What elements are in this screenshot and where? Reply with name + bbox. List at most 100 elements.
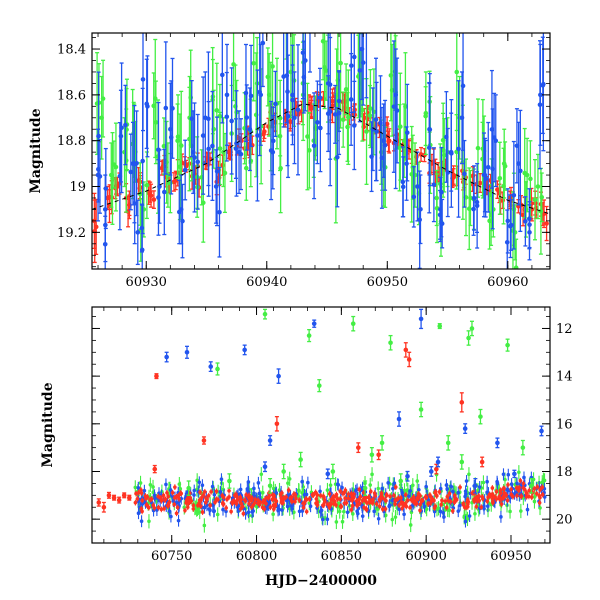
bottom-red-baseline-point <box>405 497 410 504</box>
bottom-red-point <box>356 442 361 454</box>
bottom-blue-baseline-point <box>300 475 304 488</box>
bottom-red-baseline-point <box>374 501 379 507</box>
bottom-red-baseline-point <box>206 492 211 499</box>
top-green-point <box>535 153 541 220</box>
bottom-blue-baseline-point <box>495 477 500 490</box>
bottom-red-baseline-point <box>270 496 275 503</box>
bottom-panel-y-axis-title: Magnitude <box>40 382 56 467</box>
bottom-green-point <box>437 323 443 330</box>
bottom-red-baseline-point <box>472 496 476 503</box>
bottom-red-baseline-point <box>349 506 354 513</box>
bottom-red-baseline-point <box>481 495 485 502</box>
bottom-red-baseline-point <box>220 492 225 499</box>
bottom-red-baseline-point <box>238 506 243 512</box>
bottom-blue-point <box>512 469 517 479</box>
top-blue-point <box>349 33 354 114</box>
top-blue-point <box>537 40 543 170</box>
bottom-red-baseline-point <box>315 492 320 498</box>
bottom-green-baseline-point <box>340 514 345 529</box>
top-blue-point <box>336 70 342 133</box>
bottom-blue-baseline-point <box>376 512 381 525</box>
bottom-red-baseline-point <box>304 508 309 515</box>
bottom-blue-point <box>311 319 317 328</box>
bottom-red-baseline-point <box>321 502 325 509</box>
bottom-red-baseline-point <box>527 493 531 500</box>
bottom-red-baseline-point <box>227 487 231 494</box>
bottom-red-baseline-point <box>377 503 382 510</box>
bottom-red-baseline-point <box>239 500 244 507</box>
bottom-blue-baseline-point <box>463 485 468 498</box>
top-blue-point <box>404 83 410 182</box>
top-blue-point <box>431 147 437 223</box>
bottom-blue-baseline-point <box>256 476 261 489</box>
bottom-red-baseline-point <box>293 498 297 505</box>
bottom-red-baseline-point <box>156 504 161 511</box>
bottom-red-baseline-point <box>358 493 363 500</box>
top-blue-point <box>456 80 461 218</box>
top-blue-point <box>284 33 290 124</box>
bottom-blue-baseline-point <box>169 510 173 523</box>
bottom-blue-baseline-point <box>449 480 453 493</box>
bottom-red-baseline-point <box>362 504 366 511</box>
bottom-red-baseline-point <box>490 485 495 491</box>
top-green-point <box>532 158 538 241</box>
bottom-red-baseline-point <box>357 500 362 507</box>
top-green-point <box>251 33 257 102</box>
bottom-blue-baseline-point <box>464 475 469 487</box>
bottom-green-baseline-point <box>393 510 398 525</box>
bottom-red-baseline-point <box>477 497 482 504</box>
bottom-red-baseline-point <box>328 500 333 507</box>
bottom-red-baseline-point <box>148 496 152 503</box>
top-blue-point <box>332 84 338 144</box>
bottom-blue-baseline-point <box>200 479 205 492</box>
top-red-point <box>151 190 157 210</box>
bottom-y-tick-label: 18 <box>556 465 573 480</box>
bottom-green-baseline-point <box>473 506 477 521</box>
bottom-red-baseline-point <box>435 492 439 499</box>
bottom-red-point <box>274 416 280 432</box>
top-green-point <box>466 167 472 251</box>
top-blue-point <box>292 71 297 165</box>
bottom-green-point <box>306 328 312 343</box>
bottom-red-baseline-point <box>170 489 175 496</box>
bottom-red-baseline-point <box>378 495 383 502</box>
top-blue-point <box>417 170 423 269</box>
bottom-red-point <box>479 456 485 468</box>
top-red-point <box>308 96 314 119</box>
bottom-blue-point <box>462 423 468 434</box>
top-blue-point <box>144 58 150 150</box>
top-blue-point <box>220 33 225 124</box>
bottom-red-baseline-point <box>450 508 455 514</box>
top-blue-point <box>236 110 242 195</box>
bottom-green-baseline-point <box>260 485 265 500</box>
bottom-green-point <box>459 454 465 470</box>
bottom-green-point <box>445 435 451 451</box>
bottom-red-baseline-point <box>267 493 271 500</box>
top-green-point <box>539 172 545 223</box>
bottom-blue-baseline-point <box>525 503 530 516</box>
bottom-red-baseline-point <box>498 487 503 494</box>
bottom-red-baseline-point <box>537 492 542 499</box>
bottom-blue-baseline-point <box>308 500 313 513</box>
bottom-panel-frame <box>91 306 551 544</box>
bottom-blue-baseline-point <box>318 505 323 518</box>
top-blue-point <box>229 67 234 175</box>
top-blue-point <box>260 33 266 88</box>
bottom-red-baseline-point <box>350 493 354 499</box>
bottom-red-baseline-point <box>502 492 507 499</box>
top-blue-point <box>373 57 379 182</box>
top-blue-point <box>508 199 514 251</box>
bottom-red-baseline-point <box>519 493 524 500</box>
bottom-red-baseline-point <box>400 505 404 512</box>
top-x-tick-label: 60950 <box>367 275 408 290</box>
top-blue-point <box>128 133 134 211</box>
bottom-blue-baseline-point <box>499 510 503 523</box>
top-green-point <box>113 122 119 212</box>
bottom-red-baseline-point <box>420 497 425 504</box>
top-green-point <box>475 98 481 198</box>
top-blue-point <box>182 139 188 201</box>
top-blue-point <box>474 162 480 249</box>
top-blue-point <box>481 132 487 218</box>
bottom-green-point <box>466 330 471 346</box>
bottom-blue-baseline-point <box>345 506 350 519</box>
